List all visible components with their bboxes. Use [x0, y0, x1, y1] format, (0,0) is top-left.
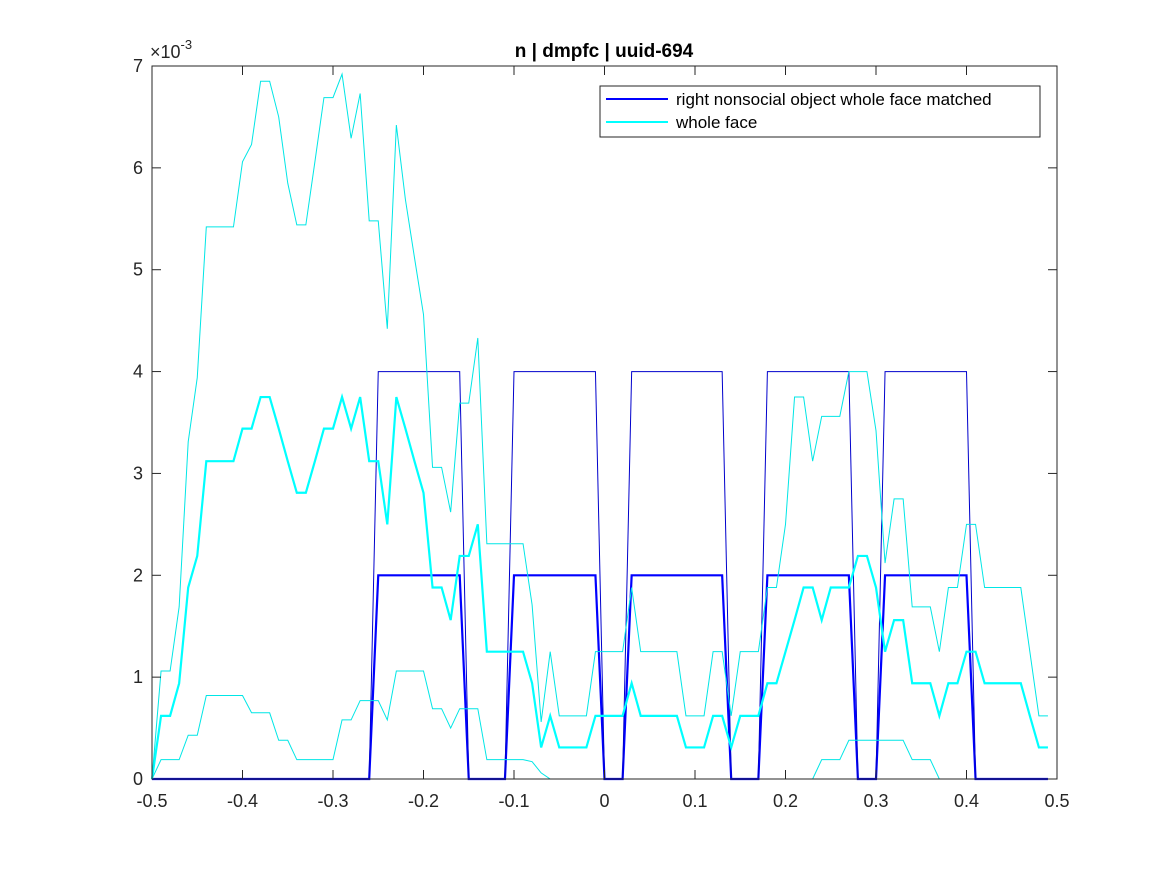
series-line-3-upper	[151, 72, 1048, 780]
x-tick-label: 0.4	[954, 791, 979, 811]
y-tick-label: 5	[133, 260, 143, 280]
series-line-1-upper	[152, 371, 1048, 780]
x-tick-label: -0.3	[317, 791, 348, 811]
y-tick-label: 7	[133, 56, 143, 76]
x-tick-label: 0.2	[773, 791, 798, 811]
x-tick-label: 0	[599, 791, 609, 811]
series-line-2-mean	[150, 393, 1048, 780]
y-tick-label: 2	[133, 565, 143, 585]
y-tick-label: 6	[133, 158, 143, 178]
legend-box	[599, 85, 1041, 138]
x-tick-label: -0.4	[227, 791, 258, 811]
x-tick-label: 0.3	[863, 791, 888, 811]
y-tick-label: 4	[133, 362, 143, 382]
ticks-layer: -0.5 -0.4 -0.3 -0.2 -0.1 0 0.1 0.2 0.3 0.4 0.5 0 1 2 3…	[133, 56, 1070, 811]
legend: right nonsocial object whole face matche…	[599, 85, 1041, 138]
x-tick-label: 0.1	[682, 791, 707, 811]
y-scale-base: ×10	[150, 42, 181, 62]
x-tick-label: -0.2	[408, 791, 439, 811]
y-tick-label: 3	[133, 463, 143, 483]
x-tick-label: -0.1	[498, 791, 529, 811]
y-tick-label: 0	[133, 769, 143, 789]
series-layer	[150, 72, 1048, 781]
series-line-0-mean	[152, 574, 1048, 781]
chart-title: n | dmpfc | uuid-694	[515, 41, 694, 62]
x-tick-label: -0.5	[136, 791, 167, 811]
y-scale-exponent: -3	[181, 37, 193, 52]
y-tick-label: 1	[133, 667, 143, 687]
x-tick-label: 0.5	[1044, 791, 1069, 811]
legend-label-series-0: right nonsocial object whole face matche…	[676, 90, 992, 109]
plot-area	[152, 66, 1057, 779]
legend-label-series-2: whole face	[675, 113, 757, 132]
y-scale-factor: ×10-3	[150, 37, 192, 62]
axes-box	[151, 65, 1058, 780]
